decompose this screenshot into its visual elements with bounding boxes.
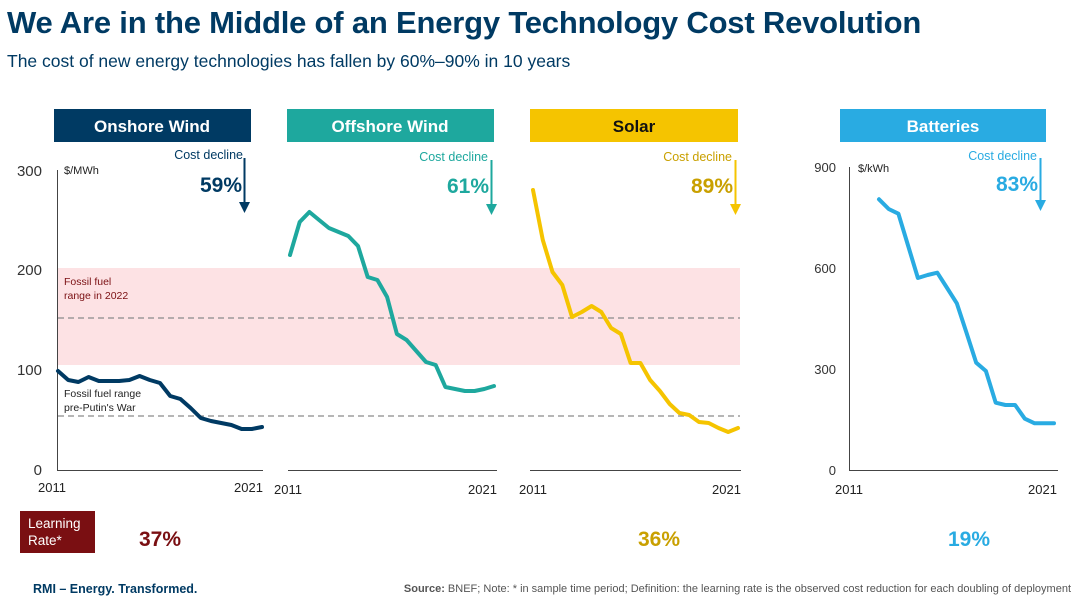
offshore-title: Offshore Wind bbox=[332, 117, 449, 136]
batteries-down-arrow-icon bbox=[1035, 158, 1046, 211]
footer-brand: RMI – Energy. Transformed. bbox=[33, 582, 198, 596]
onshore-unit-label: $/MWh bbox=[64, 165, 99, 177]
solar-title: Solar bbox=[613, 117, 656, 136]
batteries-unit-label: $/kWh bbox=[858, 163, 889, 175]
offshore-decline-value: 61% bbox=[447, 175, 489, 198]
fossil-2022-label-line1: Fossil fuel bbox=[64, 276, 111, 288]
solar-title-bar bbox=[530, 109, 738, 142]
onshore-xtick-start: 2011 bbox=[38, 480, 66, 495]
onshore-ytick-0: 0 bbox=[34, 462, 42, 479]
learning-rate-label-box: Learning Rate* bbox=[20, 511, 95, 553]
onshore-decline-value: 59% bbox=[200, 174, 242, 197]
solar-xtick-end: 2021 bbox=[712, 482, 741, 497]
onshore-wind-series bbox=[56, 369, 264, 431]
batteries-learning-rate: 19% bbox=[948, 528, 991, 551]
batteries-title-bar bbox=[840, 109, 1046, 142]
onshore-decline-label: Cost decline bbox=[174, 148, 243, 162]
learning-rate-label-line2: Rate* bbox=[28, 533, 62, 548]
offshore-xtick-end: 2021 bbox=[468, 482, 497, 497]
batteries-ytick-0: 0 bbox=[829, 463, 836, 478]
solar-down-arrow-icon bbox=[730, 160, 741, 215]
onshore-ytick-300: 300 bbox=[17, 163, 42, 180]
solar-decline-value: 89% bbox=[691, 175, 733, 198]
batteries-decline-value: 83% bbox=[996, 173, 1038, 196]
batteries-ytick-600: 600 bbox=[814, 261, 836, 276]
batteries-title: Batteries bbox=[907, 117, 980, 136]
onshore-learning-rate: 37% bbox=[139, 528, 182, 551]
batteries-xtick-start: 2011 bbox=[835, 482, 863, 497]
onshore-title-bar bbox=[54, 109, 251, 142]
fossil-pre-war-label-line2: pre-Putin's War bbox=[64, 402, 136, 414]
page-title: We Are in the Middle of an Energy Techno… bbox=[7, 5, 922, 40]
offshore-decline-label: Cost decline bbox=[419, 150, 488, 164]
onshore-ytick-100: 100 bbox=[17, 362, 42, 379]
batteries-ytick-900: 900 bbox=[814, 160, 836, 175]
solar-decline-label: Cost decline bbox=[663, 150, 732, 164]
offshore-xtick-start: 2011 bbox=[274, 482, 302, 497]
offshore-down-arrow-icon bbox=[486, 160, 497, 215]
onshore-title: Onshore Wind bbox=[94, 117, 210, 136]
onshore-ytick-200: 200 bbox=[17, 262, 42, 279]
onshore-down-arrow-icon bbox=[239, 158, 250, 213]
solar-xtick-start: 2011 bbox=[519, 482, 547, 497]
footer-source-text: BNEF; Note: * in sample time period; Def… bbox=[444, 583, 1071, 595]
footer-source-label: Source: bbox=[403, 583, 445, 595]
footer-source: Source: BNEF; Note: * in sample time per… bbox=[404, 583, 1071, 595]
solar-series bbox=[531, 188, 740, 434]
page-subtitle: The cost of new energy technologies has … bbox=[7, 51, 571, 71]
offshore-wind-series bbox=[288, 210, 496, 393]
batteries-xtick-end: 2021 bbox=[1028, 482, 1057, 497]
batteries-series bbox=[877, 197, 1056, 426]
onshore-xtick-end: 2021 bbox=[234, 480, 263, 495]
offshore-title-bar bbox=[287, 109, 494, 142]
fossil-fuel-band-2022 bbox=[58, 268, 740, 365]
solar-learning-rate: 36% bbox=[638, 528, 681, 551]
batteries-decline-label: Cost decline bbox=[968, 149, 1037, 163]
learning-rate-label-line1: Learning bbox=[28, 516, 81, 531]
fossil-pre-war-label-line1: Fossil fuel range bbox=[64, 388, 141, 400]
fossil-2022-label-line2: range in 2022 bbox=[64, 290, 128, 302]
batteries-ytick-300: 300 bbox=[814, 362, 836, 377]
